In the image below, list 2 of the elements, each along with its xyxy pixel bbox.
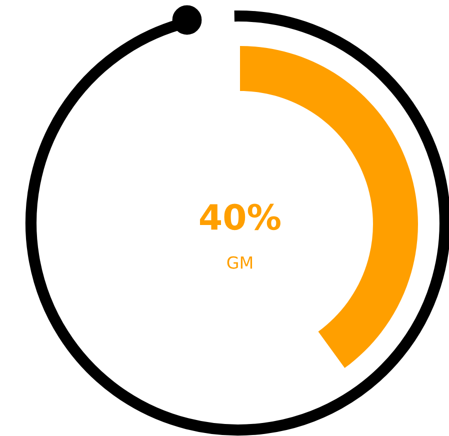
text: GM	[227, 256, 252, 269]
text: 40%	[200, 204, 280, 230]
